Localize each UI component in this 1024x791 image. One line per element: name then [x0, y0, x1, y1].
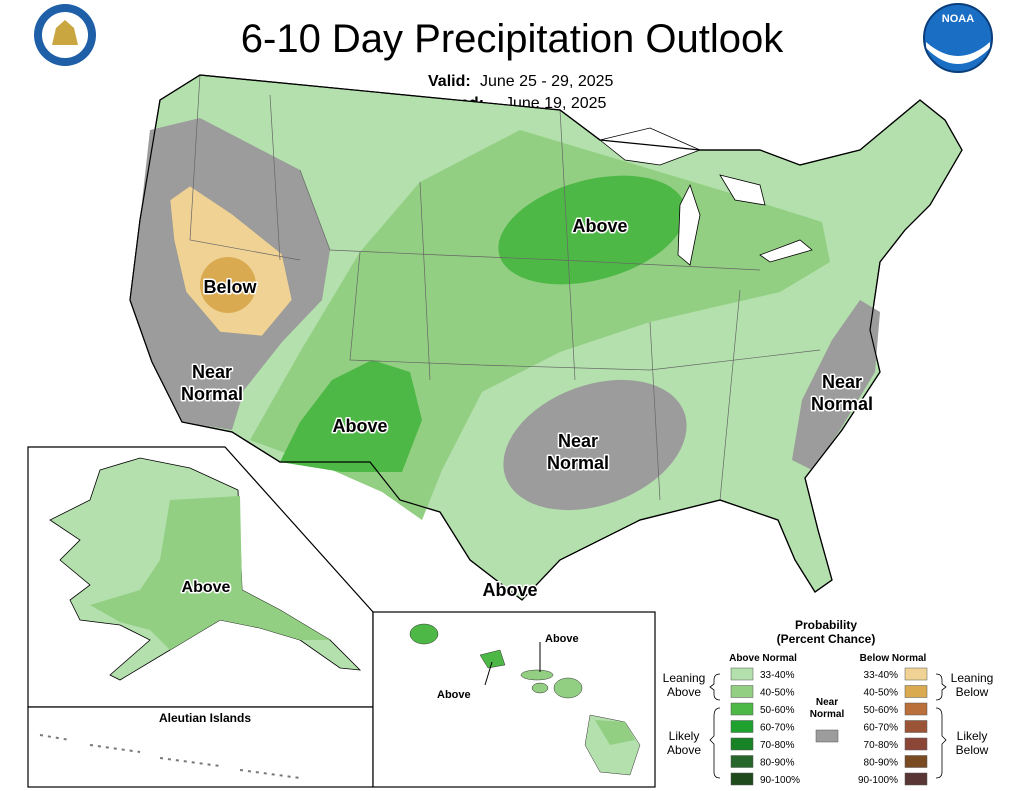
map-label: Above — [572, 216, 627, 236]
legend-range: 90-100% — [858, 775, 898, 786]
legend-swatch — [730, 702, 754, 716]
legend-heading: Above Normal — [729, 653, 797, 664]
legend-swatch — [904, 685, 928, 698]
aleutian-label: Aleutian Islands — [159, 711, 251, 725]
legend-range: 90-100% — [760, 775, 800, 786]
south-near-normal — [503, 379, 687, 511]
east-near-normal — [792, 300, 880, 470]
map-label: Near Normal — [547, 431, 609, 473]
legend-range: 33-40% — [864, 670, 899, 681]
hawaii-inset: Above Above — [372, 611, 656, 788]
legend-swatch — [730, 720, 754, 733]
alaska-inset: Above Aleutian Islands — [27, 446, 374, 788]
legend-near: Near Normal — [810, 697, 845, 720]
legend-swatch — [904, 755, 928, 768]
legend-range: 50-60% — [864, 705, 899, 716]
legend-title: Probability — [795, 618, 857, 632]
legend-swatch — [815, 729, 839, 743]
legend-range: 70-80% — [760, 740, 795, 751]
legend-range: 70-80% — [864, 740, 899, 751]
legend-swatch — [730, 772, 754, 786]
below-40-50 — [200, 257, 256, 313]
map-label: Above — [182, 579, 231, 596]
commerce-seal — [34, 4, 96, 66]
legend: Probability (Percent Chance) Above Norma… — [663, 618, 994, 786]
legend-swatch — [730, 685, 754, 698]
legend-range: 40-50% — [864, 688, 899, 699]
legend-swatch — [904, 667, 928, 681]
legend-group: Likely Below — [956, 729, 989, 757]
legend-title: (Percent Chance) — [777, 632, 876, 646]
noaa-text: NOAA — [942, 13, 974, 25]
legend-swatch — [904, 702, 928, 716]
noaa-logo: NOAA — [923, 3, 993, 73]
legend-heading: Below Normal — [860, 653, 927, 664]
legend-group: Leaning Above — [663, 671, 706, 699]
legend-swatch — [730, 737, 754, 751]
legend-swatch — [730, 667, 754, 681]
state-lines — [189, 74, 821, 501]
alaska-above — [90, 496, 330, 650]
map-label: Below — [203, 277, 257, 297]
valid-dates: June 25 - 29, 2025 — [480, 73, 614, 90]
legend-range: 60-70% — [760, 723, 795, 734]
legend-braces — [709, 673, 947, 779]
above-southwest — [280, 360, 422, 472]
map-label: Near Normal — [811, 372, 873, 414]
title: 6-10 Day Precipitation Outlook — [241, 17, 785, 61]
map-label: Above — [482, 580, 537, 600]
legend-swatch — [904, 737, 928, 751]
legend-range: 50-60% — [760, 705, 795, 716]
map-label: Near Normal — [181, 362, 243, 404]
above-midwest — [498, 175, 686, 285]
map-label: Above — [437, 689, 471, 701]
legend-group: Leaning Below — [951, 671, 994, 699]
conus — [129, 74, 963, 601]
map-label: Above — [545, 633, 579, 645]
conus-border — [129, 74, 963, 601]
legend-swatch — [904, 720, 928, 733]
legend-swatch — [730, 755, 754, 768]
legend-range: 40-50% — [760, 688, 795, 699]
legend-range: 60-70% — [864, 723, 899, 734]
legend-group: Likely Above — [667, 729, 701, 757]
great-lakes — [599, 127, 813, 266]
legend-range: 80-90% — [760, 758, 795, 769]
legend-swatch — [904, 772, 928, 786]
legend-range: 80-90% — [864, 758, 899, 769]
valid-label: Valid: — [428, 73, 471, 90]
map-label: Above — [332, 416, 387, 436]
legend-range: 33-40% — [760, 670, 795, 681]
